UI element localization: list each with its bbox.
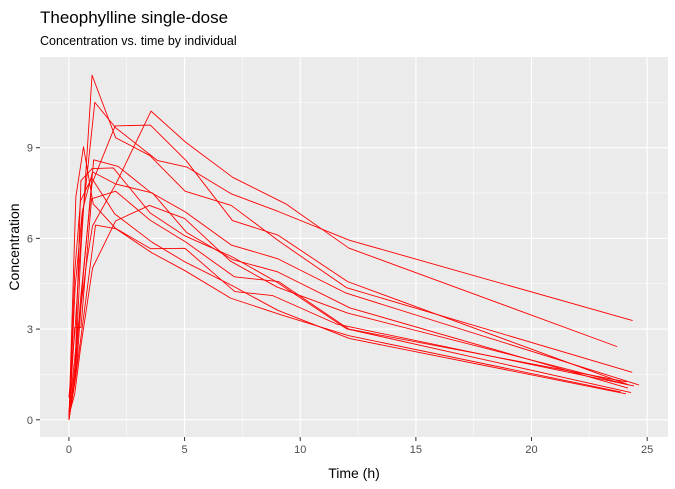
series-line-9 xyxy=(68,146,635,420)
y-tick-label: 9 xyxy=(27,143,33,155)
x-tick-label: 5 xyxy=(182,444,188,456)
series-line-7 xyxy=(68,204,630,416)
x-tick-label: 20 xyxy=(525,444,537,456)
chart-subtitle: Concentration vs. time by individual xyxy=(40,34,237,48)
series-line-6 xyxy=(68,224,621,420)
y-axis-title: Concentration xyxy=(6,203,22,290)
series-line-5 xyxy=(68,74,633,420)
y-tick-label: 6 xyxy=(27,233,33,245)
x-tick-label: 25 xyxy=(641,444,653,456)
x-tick-label: 10 xyxy=(294,444,306,456)
x-axis: 0 5 10 15 20 25 xyxy=(66,437,653,456)
series-line-10 xyxy=(68,110,618,413)
y-tick-label: 0 xyxy=(27,415,33,427)
x-axis-title: Time (h) xyxy=(328,465,380,481)
series-layer xyxy=(68,74,640,420)
grid-major xyxy=(40,57,668,437)
plot-panel xyxy=(40,57,668,437)
x-tick-label: 0 xyxy=(66,444,72,456)
series-line-12 xyxy=(68,124,628,420)
x-tick-label: 15 xyxy=(410,444,422,456)
series-line-11 xyxy=(68,177,626,420)
grid-minor xyxy=(40,57,668,437)
series-line-1 xyxy=(68,101,633,398)
y-axis: 0 3 6 9 xyxy=(27,143,40,427)
y-tick-label: 3 xyxy=(27,324,33,336)
chart-title: Theophylline single-dose xyxy=(40,8,228,27)
